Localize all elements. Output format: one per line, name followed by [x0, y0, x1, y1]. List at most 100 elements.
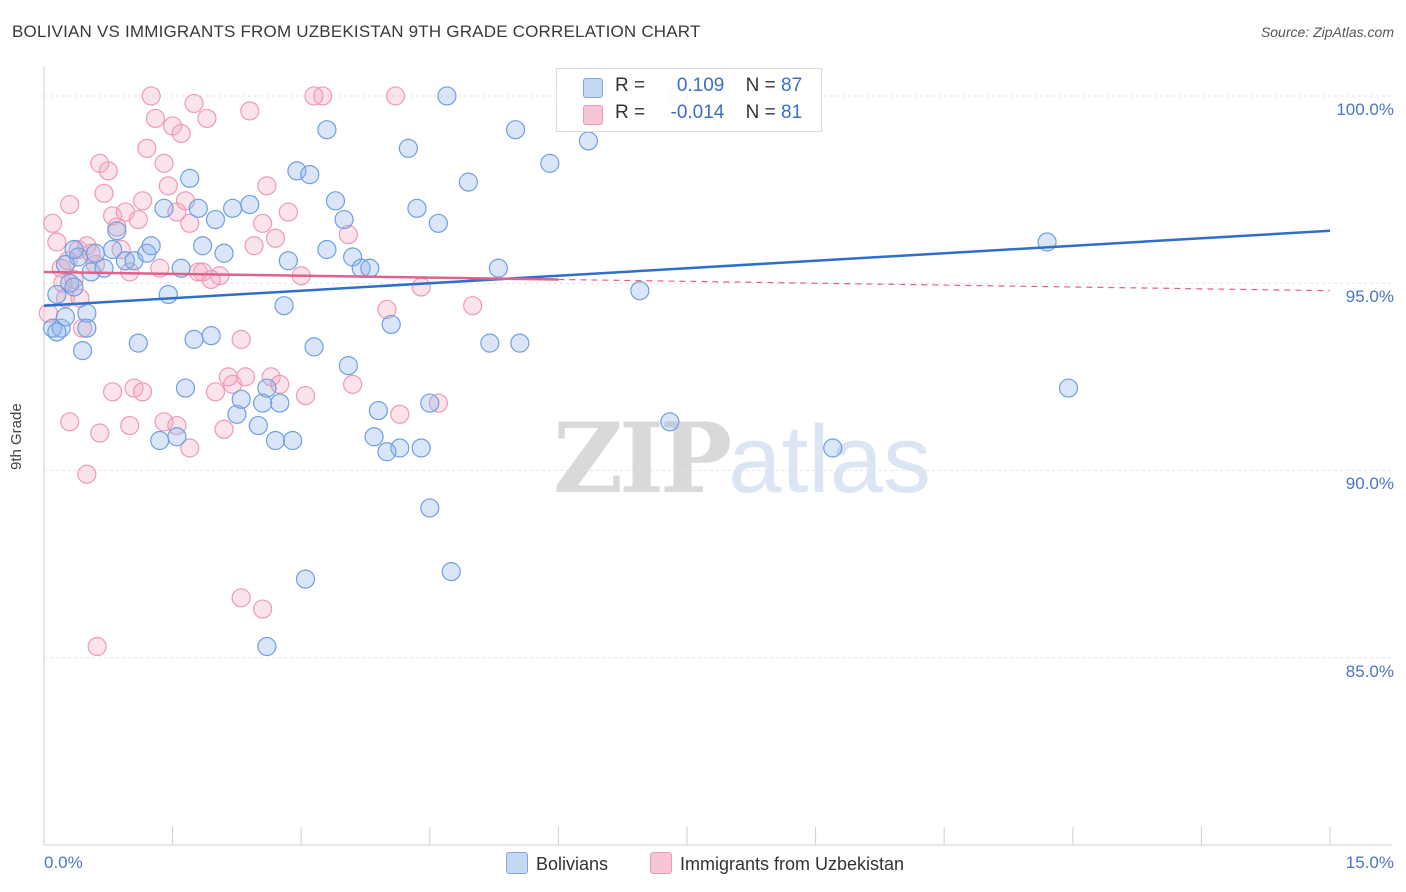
- data-point-bolivians: [184, 329, 204, 349]
- data-point-bolivians: [253, 393, 273, 413]
- data-point-bolivians: [480, 333, 500, 353]
- data-point-bolivians: [437, 86, 457, 106]
- x-tick-label-min: 0.0%: [44, 853, 83, 872]
- data-point-bolivians: [488, 258, 508, 278]
- legend-item-uzbekistan[interactable]: Immigrants from Uzbekistan: [650, 852, 904, 875]
- data-point-bolivians: [390, 438, 410, 458]
- data-point-uzbekistan: [240, 101, 260, 121]
- data-point-uzbekistan: [180, 438, 200, 458]
- data-point-bolivians: [381, 314, 401, 335]
- data-point-bolivians: [317, 239, 337, 260]
- legend-row-blue: R = 0.109 N = 87: [583, 75, 803, 98]
- data-point-uzbekistan: [145, 108, 166, 129]
- data-point-uzbekistan: [313, 86, 333, 106]
- data-point-bolivians: [180, 168, 200, 188]
- data-point-bolivians: [107, 221, 127, 241]
- data-point-bolivians: [257, 378, 277, 398]
- legend-n-value-pink: 81: [781, 102, 803, 123]
- data-point-bolivians: [47, 322, 67, 342]
- data-point-uzbekistan: [385, 86, 406, 106]
- data-point-bolivians: [158, 284, 178, 305]
- legend-swatch-blue: [583, 78, 603, 98]
- legend-item-bolivians[interactable]: Bolivians: [506, 852, 608, 875]
- data-point-uzbekistan: [235, 367, 256, 387]
- watermark-zip: ZIP: [553, 402, 732, 515]
- data-point-bolivians: [368, 400, 388, 421]
- data-point-bolivians: [227, 404, 247, 424]
- data-point-uzbekistan: [411, 277, 431, 297]
- data-point-bolivians: [420, 498, 440, 518]
- data-point-bolivians: [223, 198, 243, 218]
- trend-lines: [43, 229, 1331, 307]
- data-point-bolivians: [660, 412, 680, 432]
- legend-r-value-blue: 0.109: [676, 75, 725, 96]
- data-point-bolivians: [201, 326, 221, 346]
- data-point-uzbekistan: [253, 599, 273, 619]
- watermark-atlas: atlas: [728, 406, 931, 513]
- data-point-bolivians: [265, 430, 286, 451]
- legend-n-label: N =: [745, 102, 782, 123]
- data-point-bolivians: [441, 562, 461, 582]
- data-point-uzbekistan: [98, 161, 118, 181]
- legend-n-value-blue: 87: [781, 75, 803, 96]
- data-point-bolivians: [505, 120, 526, 140]
- data-point-uzbekistan: [270, 374, 290, 394]
- data-point-uzbekistan: [390, 404, 410, 424]
- data-point-bolivians: [248, 415, 268, 436]
- data-point-bolivians: [338, 356, 358, 376]
- axes: [43, 66, 1392, 846]
- blue-points: [42, 86, 1079, 657]
- legend-r-label: R =: [615, 75, 651, 96]
- data-point-uzbekistan: [338, 224, 358, 245]
- data-point-bolivians: [377, 442, 397, 462]
- data-point-bolivians: [304, 337, 324, 357]
- trend-line-uzbekistan: [43, 270, 559, 281]
- y-tick-label: 90.0%: [1345, 474, 1394, 494]
- legend-label-bolivians: Bolivians: [536, 854, 609, 874]
- data-point-bolivians: [257, 636, 277, 657]
- data-point-uzbekistan: [158, 176, 178, 196]
- data-point-uzbekistan: [47, 232, 67, 252]
- data-point-bolivians: [283, 430, 303, 451]
- data-point-uzbekistan: [184, 93, 204, 114]
- data-point-bolivians: [420, 393, 440, 413]
- trend-line-uzbekistan-extension: [558, 278, 1331, 292]
- data-point-uzbekistan: [244, 236, 264, 256]
- data-point-uzbekistan: [94, 183, 114, 203]
- chart-title: BOLIVIAN VS IMMIGRANTS FROM UZBEKISTAN 9…: [12, 22, 701, 41]
- data-point-bolivians: [295, 569, 316, 589]
- data-point-uzbekistan: [132, 382, 153, 402]
- data-point-bolivians: [188, 198, 208, 218]
- data-point-bolivians: [1058, 378, 1079, 398]
- data-point-bolivians: [630, 281, 650, 301]
- data-point-uzbekistan: [180, 213, 200, 233]
- data-point-bolivians: [325, 191, 346, 211]
- legend-swatch-pink: [583, 105, 603, 125]
- data-point-uzbekistan: [120, 415, 140, 436]
- data-point-uzbekistan: [377, 299, 397, 320]
- data-point-uzbekistan: [197, 108, 217, 129]
- data-point-uzbekistan: [102, 206, 123, 226]
- data-point-bolivians: [128, 333, 148, 353]
- data-point-bolivians: [167, 427, 187, 447]
- data-point-uzbekistan: [42, 213, 63, 233]
- data-point-bolivians: [510, 333, 530, 353]
- trend-line-bolivians: [43, 229, 1331, 307]
- data-point-uzbekistan: [90, 423, 110, 443]
- data-point-bolivians: [205, 209, 226, 230]
- data-point-bolivians: [360, 258, 380, 278]
- data-point-bolivians: [278, 251, 298, 271]
- data-point-bolivians: [193, 236, 213, 256]
- data-point-bolivians: [150, 430, 170, 451]
- data-point-uzbekistan: [77, 464, 97, 484]
- data-point-bolivians: [540, 153, 560, 173]
- data-point-bolivians: [55, 307, 76, 327]
- data-point-uzbekistan: [154, 153, 174, 173]
- data-point-uzbekistan: [60, 194, 80, 215]
- source-label: Source: ZipAtlas.com: [1260, 24, 1394, 40]
- legend-row-pink: R = -0.014 N = 81: [583, 102, 803, 125]
- data-point-uzbekistan: [141, 86, 161, 106]
- data-point-uzbekistan: [167, 415, 187, 436]
- data-point-uzbekistan: [214, 419, 234, 439]
- legend-swatch-uzbekistan: [650, 852, 672, 874]
